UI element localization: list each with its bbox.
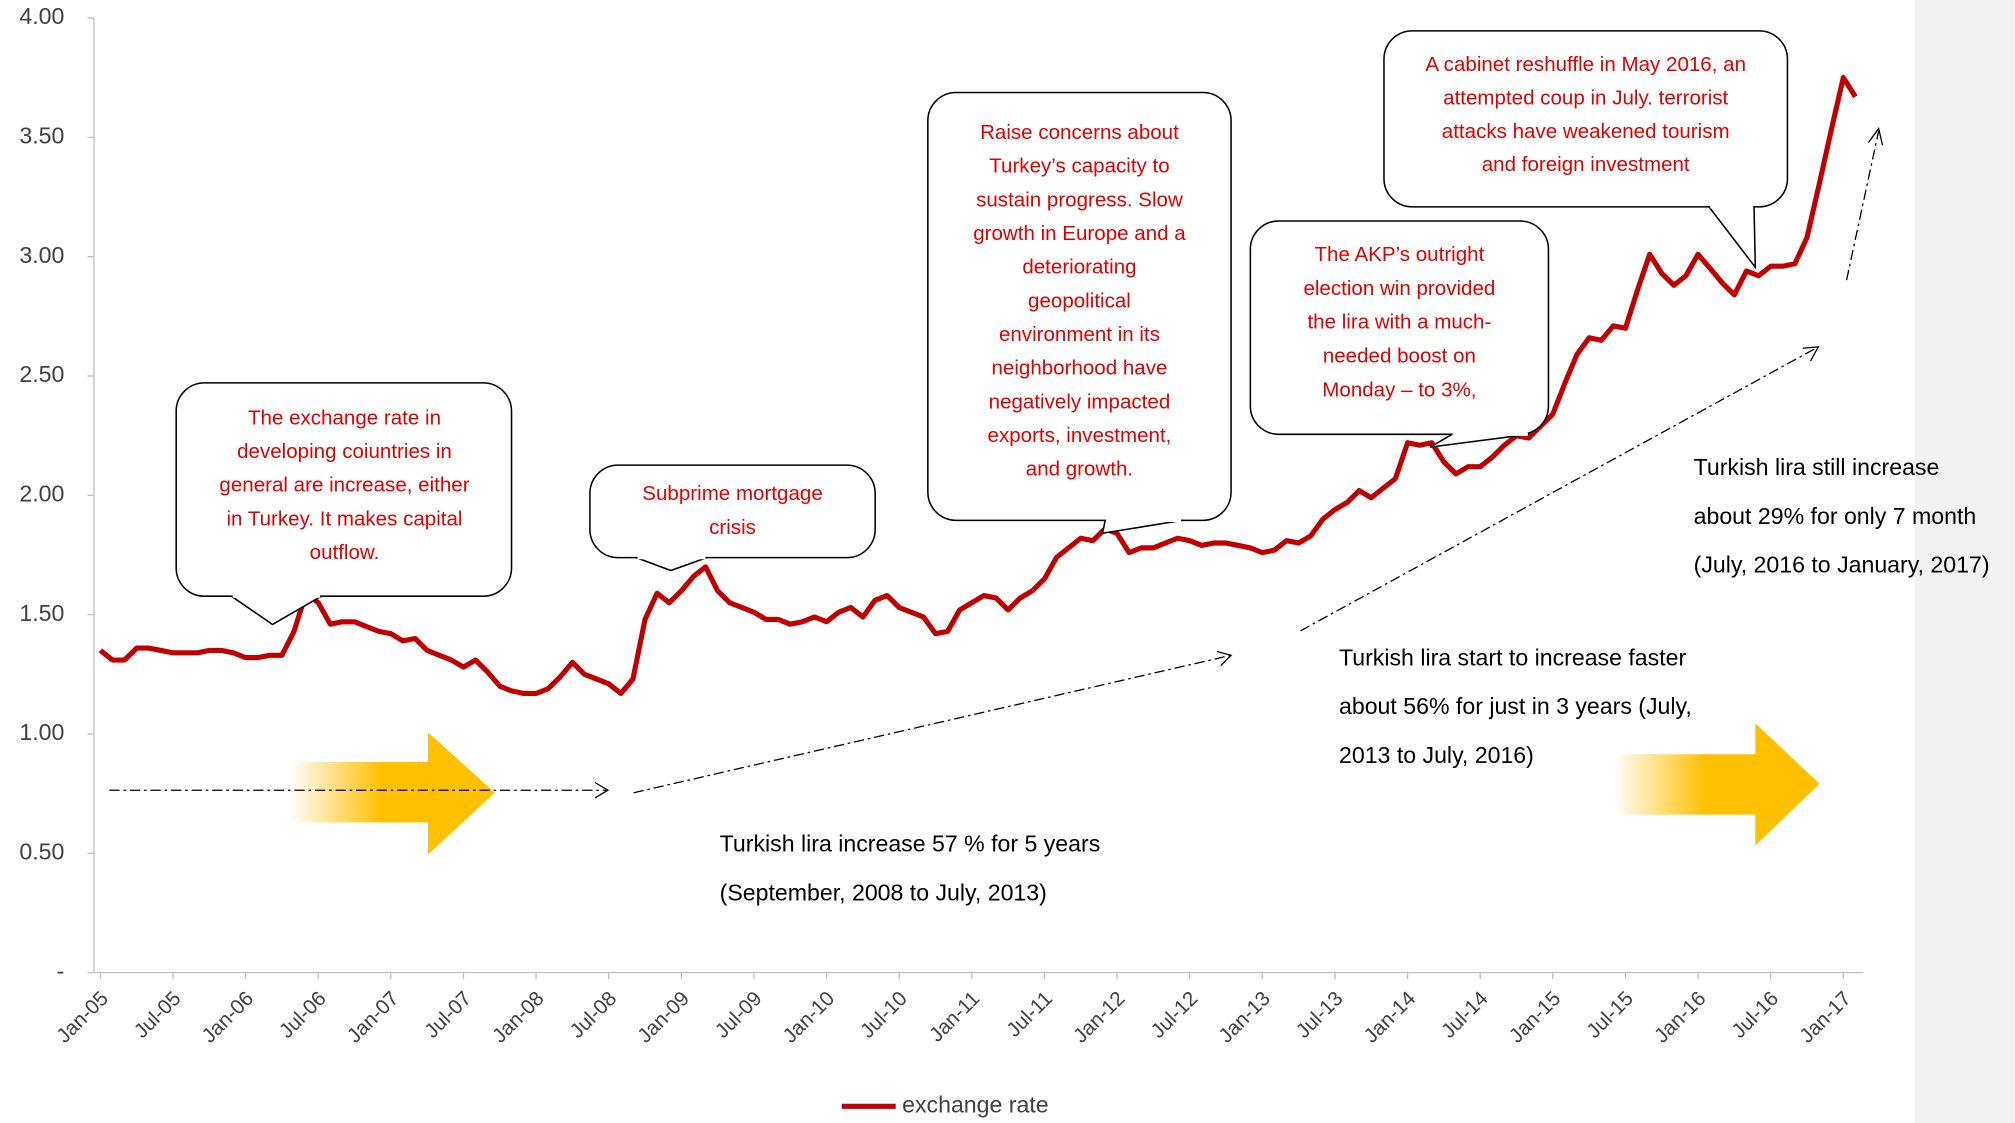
callout-tail xyxy=(1101,519,1183,535)
arrow-head xyxy=(1216,650,1233,667)
callout-text: exports, investment, xyxy=(988,424,1172,447)
callout-box xyxy=(1249,220,1550,436)
yellow-arrow xyxy=(289,732,495,855)
callout-tail xyxy=(635,556,708,572)
y-tick-label: 2.00 xyxy=(19,480,64,506)
note-text: (September, 2008 to July, 2013) xyxy=(720,879,1047,905)
trend-arrow xyxy=(1845,130,1880,281)
callout-box xyxy=(927,91,1232,522)
y-tick-label: 1.50 xyxy=(19,600,64,626)
callout-text: Subprime mortgage xyxy=(642,482,822,505)
note-text: (July, 2016 to January, 2017) xyxy=(1694,552,1990,578)
y-tick-label: 3.50 xyxy=(19,122,64,148)
callout-text: developing coiuntries in xyxy=(237,440,452,463)
note-text: about 56% for just in 3 years (July, xyxy=(1339,693,1692,719)
legend-label: exchange rate xyxy=(902,1091,1048,1117)
y-tick-label: - xyxy=(57,958,65,984)
callout-text: the lira with a much- xyxy=(1307,311,1491,334)
callout-text: attempted coup in July. terrorist xyxy=(1443,86,1728,109)
callout-text: election win provided xyxy=(1303,277,1495,300)
callout-text: Turkey’s capacity to xyxy=(989,155,1169,178)
callout-tail xyxy=(1429,433,1530,448)
callout-text: sustain progress. Slow xyxy=(976,188,1183,211)
arrow-head xyxy=(1867,126,1884,146)
note-text: about 29% for only 7 month xyxy=(1694,503,1977,529)
callout-text: needed boost on xyxy=(1323,344,1476,367)
callout-text: deteriorating xyxy=(1022,256,1136,279)
y-tick-label: 1.00 xyxy=(19,719,64,745)
callout-text: outflow. xyxy=(310,541,380,564)
callout-tail xyxy=(230,595,322,626)
trend-arrow xyxy=(1300,346,1819,632)
callout-text: Monday – to 3%, xyxy=(1322,378,1476,401)
outer-background xyxy=(1914,0,2015,1123)
arrow-head xyxy=(594,781,610,799)
arrow-head xyxy=(1802,346,1820,362)
series-line xyxy=(98,75,1858,697)
note-text: 2013 to July, 2016) xyxy=(1339,742,1534,768)
callout-text: The AKP’s outright xyxy=(1314,243,1484,266)
arrow-heads xyxy=(594,126,1884,799)
note-text: Turkish lira still increase xyxy=(1694,454,1940,480)
callout-box xyxy=(175,382,513,597)
callout-text: environment in its xyxy=(999,323,1160,346)
callout-text: general are increase, either xyxy=(219,474,469,497)
callout-box xyxy=(589,464,876,559)
callout-text: and growth. xyxy=(1026,458,1133,481)
callout-text: geopolitical xyxy=(1028,289,1131,312)
callout-text: A cabinet reshuffle in May 2016, an xyxy=(1425,53,1746,76)
y-tick-label: 3.00 xyxy=(19,242,64,268)
callout-text: neighborhood have xyxy=(991,357,1167,380)
callout-text: negatively impacted xyxy=(989,390,1171,413)
callout-box xyxy=(1383,30,1789,208)
yellow-arrow xyxy=(1612,723,1820,846)
y-tick-label: 0.50 xyxy=(19,838,64,864)
note-text: Turkish lira start to increase faster xyxy=(1339,644,1686,670)
callout-text: Raise concerns about xyxy=(980,121,1179,144)
callout-text: attacks have weakened tourism xyxy=(1442,120,1730,143)
callout-tail xyxy=(1708,206,1757,270)
callout-text: The exchange rate in xyxy=(248,406,441,429)
y-tick-label: 2.50 xyxy=(19,361,64,387)
trend-arrows xyxy=(109,130,1880,794)
callout-text: and foreign investment xyxy=(1482,153,1690,176)
note-text: Turkish lira increase 57 % for 5 years xyxy=(720,831,1101,857)
callout-text: growth in Europe and a xyxy=(973,222,1186,245)
callout-text: crisis xyxy=(709,516,756,539)
callout-text: in Turkey. It makes capital xyxy=(226,507,462,530)
y-tick-label: 4.00 xyxy=(19,3,64,29)
